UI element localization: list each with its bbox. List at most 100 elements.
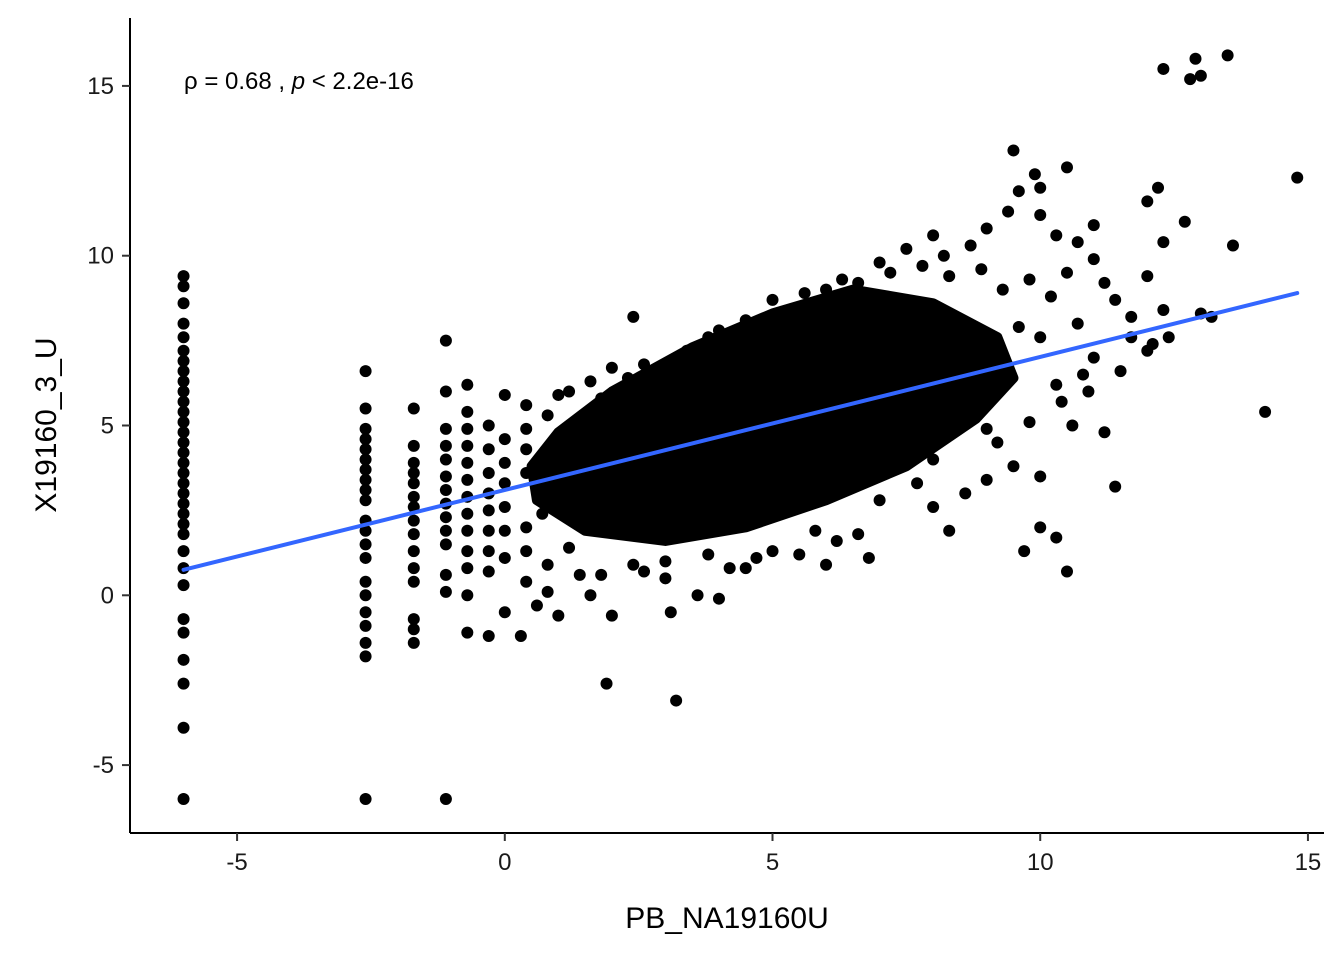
data-point (359, 793, 372, 806)
data-point (461, 405, 474, 418)
data-point (177, 497, 190, 510)
data-point (627, 558, 640, 571)
data-point (520, 521, 533, 534)
annotation-suffix: < 2.2e-16 (305, 68, 414, 95)
data-point (359, 484, 372, 497)
data-point (177, 579, 190, 592)
data-point (359, 422, 372, 435)
x-axis-ticks: -5 0 5 10 15 (226, 833, 1321, 876)
data-point (482, 504, 495, 517)
data-point (1152, 181, 1165, 194)
data-point (1082, 385, 1095, 398)
data-point (900, 242, 913, 255)
data-point (498, 501, 511, 513)
data-point (1141, 195, 1154, 208)
data-point (659, 555, 672, 568)
data-point (482, 467, 495, 480)
data-point (830, 534, 843, 547)
data-point (1034, 331, 1047, 344)
data-point (1194, 69, 1207, 82)
data-point (1184, 73, 1197, 86)
data-point (1028, 168, 1041, 181)
data-point (482, 524, 495, 537)
data-point (177, 416, 190, 429)
data-point (407, 402, 420, 415)
data-point (712, 592, 725, 605)
data-point (359, 402, 372, 415)
data-point (177, 467, 190, 480)
data-point (407, 613, 420, 626)
data-point (750, 551, 763, 564)
data-point (359, 365, 372, 378)
data-point (177, 677, 190, 690)
data-point (573, 412, 586, 425)
data-point (862, 551, 875, 564)
x-tick-label: 5 (766, 849, 779, 876)
data-point (461, 589, 474, 602)
data-point (691, 589, 704, 602)
data-point (1023, 416, 1036, 429)
data-point (177, 365, 190, 378)
data-point (461, 439, 474, 452)
data-point (1259, 405, 1272, 418)
data-point (461, 378, 474, 391)
data-point (927, 229, 940, 242)
data-point (177, 653, 190, 666)
data-point (980, 422, 993, 435)
point-cloud-core (526, 284, 1019, 546)
data-point (1060, 266, 1073, 279)
data-point (359, 606, 372, 619)
data-point (439, 453, 452, 466)
data-point (702, 548, 715, 561)
data-point (359, 636, 372, 649)
data-point (177, 545, 190, 558)
data-point (359, 463, 372, 476)
y-axis-title: X19160_3_U (30, 337, 63, 512)
data-point (916, 259, 929, 272)
data-point (439, 484, 452, 497)
data-point (177, 385, 190, 398)
data-point (927, 501, 940, 513)
data-point (439, 334, 452, 347)
data-point (943, 270, 956, 283)
data-point (520, 575, 533, 588)
data-point (461, 422, 474, 435)
data-point (520, 443, 533, 456)
data-point (621, 371, 634, 384)
data-point (520, 399, 533, 412)
y-tick-label: 10 (87, 243, 114, 270)
data-point (177, 270, 190, 283)
data-point (407, 490, 420, 503)
data-point (407, 636, 420, 649)
data-point (852, 528, 865, 541)
data-point (177, 354, 190, 367)
data-point (530, 599, 543, 612)
data-point (498, 551, 511, 564)
data-point (177, 297, 190, 310)
data-point (177, 507, 190, 520)
data-point (439, 511, 452, 524)
data-point (177, 446, 190, 459)
data-point (723, 562, 736, 575)
data-point (702, 331, 715, 344)
data-point (1007, 144, 1020, 157)
data-point (1157, 304, 1170, 317)
x-tick-label: 0 (498, 849, 511, 876)
data-point (991, 385, 1004, 398)
data-point (439, 524, 452, 537)
x-tick-label: 10 (1027, 849, 1054, 876)
data-point (1034, 470, 1047, 483)
data-point (359, 551, 372, 564)
data-point (359, 443, 372, 456)
data-point (359, 433, 372, 446)
data-point (536, 507, 549, 520)
data-point (359, 453, 372, 466)
data-point (552, 388, 565, 401)
data-point (177, 613, 190, 626)
data-point (461, 473, 474, 486)
data-point (482, 630, 495, 643)
data-point (1034, 181, 1047, 194)
data-point (1109, 293, 1122, 306)
data-point (177, 317, 190, 330)
data-point (964, 239, 977, 252)
